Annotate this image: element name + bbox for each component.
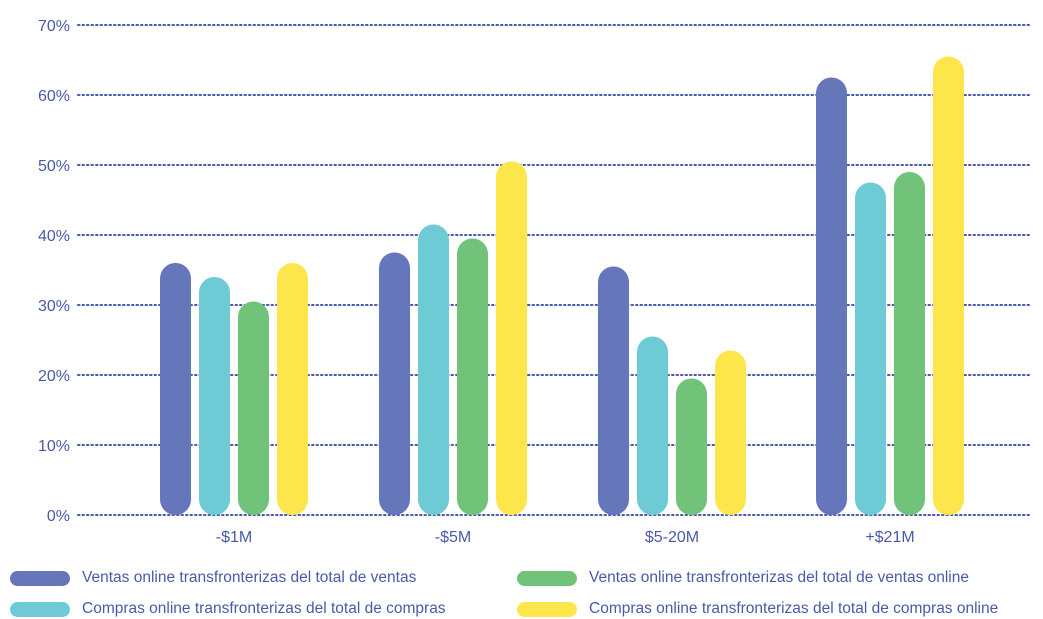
y-tick-label: 10% — [38, 438, 70, 455]
bar — [418, 224, 449, 515]
legend-label: Compras online transfronterizas del tota… — [82, 600, 446, 617]
bar — [160, 263, 191, 515]
bar — [199, 277, 230, 515]
bar — [816, 77, 847, 515]
bar-chart: 0% 10% 20% 30% 40% 50% 60% 70% -$1M -$5M $5-20M +$… — [38, 18, 1031, 546]
legend-swatch — [10, 601, 70, 617]
y-tick-label: 30% — [38, 298, 70, 315]
legend-item-compras-online: Compras online transfronterizas del tota… — [517, 599, 998, 619]
legend-item-ventas-online: Ventas online transfronterizas del total… — [517, 568, 969, 588]
bar — [894, 172, 925, 515]
y-tick-label: 70% — [38, 18, 70, 35]
x-category-label: -$5M — [435, 529, 471, 546]
bars — [160, 56, 964, 515]
x-category-label: -$1M — [216, 529, 252, 546]
legend-item-ventas-total: Ventas online transfronterizas del total… — [10, 568, 416, 588]
bar — [637, 336, 668, 515]
bar — [676, 378, 707, 515]
grid-lines — [77, 24, 1031, 516]
bar — [457, 238, 488, 515]
y-tick-label: 50% — [38, 158, 70, 175]
bar — [277, 263, 308, 515]
x-axis-categories: -$1M -$5M $5-20M +$21M — [216, 529, 915, 546]
legend-label: Compras online transfronterizas del tota… — [589, 600, 999, 617]
legend: Ventas online transfronterizas del total… — [0, 566, 1043, 617]
bar — [496, 161, 527, 515]
x-category-label: +$21M — [865, 529, 914, 546]
y-tick-label: 0% — [47, 508, 70, 525]
legend-item-compras-total: Compras online transfronterizas del tota… — [10, 599, 446, 619]
legend-label: Ventas online transfronterizas del total… — [82, 569, 417, 586]
bar — [598, 266, 629, 515]
x-category-label: $5-20M — [645, 529, 699, 546]
bar — [855, 182, 886, 515]
y-tick-label: 20% — [38, 368, 70, 385]
y-tick-label: 60% — [38, 88, 70, 105]
legend-swatch — [517, 601, 577, 617]
y-tick-label: 40% — [38, 228, 70, 245]
legend-label: Ventas online transfronterizas del total… — [589, 569, 969, 586]
legend-swatch — [10, 570, 70, 586]
legend-swatch — [517, 570, 577, 586]
bar — [933, 56, 964, 515]
bar — [715, 350, 746, 515]
bar — [379, 252, 410, 515]
y-axis-ticks: 0% 10% 20% 30% 40% 50% 60% 70% — [38, 18, 70, 525]
bar — [238, 301, 269, 515]
